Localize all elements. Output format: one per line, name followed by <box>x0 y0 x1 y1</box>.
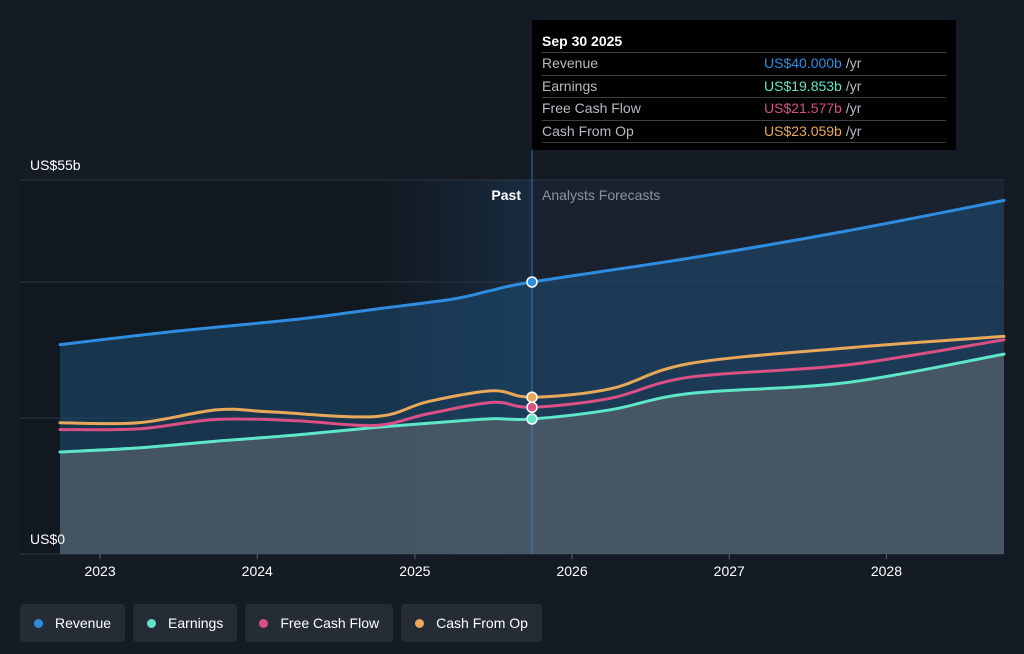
y-axis-bottom-label: US$0 <box>30 531 66 547</box>
tooltip-unit: /yr <box>845 77 862 94</box>
legend-label: Earnings <box>168 615 224 631</box>
legend-item-revenue[interactable]: Revenue <box>20 604 126 642</box>
tooltip-value: US$21.577b <box>764 100 842 116</box>
tooltip-label: Free Cash Flow <box>542 100 641 116</box>
tooltip-label: Earnings <box>542 77 598 94</box>
cash-from-op-highlight-point <box>526 391 538 403</box>
forecast-label: Analysts Forecasts <box>542 187 660 203</box>
legend-item-free-cash-flow[interactable]: Free Cash Flow <box>245 604 394 642</box>
legend-item-cash-from-op[interactable]: Cash From Op <box>401 604 542 642</box>
revenue-line <box>58 198 1006 347</box>
revenue-highlight-point <box>526 276 538 288</box>
legend-label: Revenue <box>55 615 112 631</box>
chart-canvas: Past Analysts Forecasts 2023 2024 2025 2026… <box>20 150 1006 579</box>
tooltip-row-earnings: Earnings US$19.853b /yr <box>542 74 946 98</box>
tooltip-unit: /yr <box>845 100 862 116</box>
free-cash-flow-highlight-point <box>526 401 538 414</box>
tooltip-value: US$23.059b <box>764 122 842 139</box>
tooltip: Sep 30 2025 Revenue US$40.000b /yr Earni… <box>532 20 956 150</box>
legend-label: Cash From Op <box>436 615 528 631</box>
tooltip-date: Sep 30 2025 <box>542 33 623 49</box>
legend-dot-icon <box>34 618 43 628</box>
x-tick-label: 2027 <box>714 563 745 579</box>
past-label: Past <box>491 187 521 203</box>
earnings-line <box>58 352 1006 454</box>
x-tick-label: 2023 <box>84 563 115 579</box>
legend-dot-icon <box>147 618 157 628</box>
free-cash-flow-line <box>58 338 1006 432</box>
tooltip-label: Revenue <box>542 55 599 71</box>
x-tick-label: 2026 <box>556 563 587 579</box>
tooltip-row-cash-from-op: Cash From Op US$23.059b /yr <box>542 119 946 143</box>
earnings-highlight-point <box>526 413 538 425</box>
legend: Revenue Earnings Free Cash Flow Cash Fro… <box>20 604 542 642</box>
x-tick-label: 2024 <box>242 563 273 579</box>
tooltip-value: US$40.000b <box>764 55 842 71</box>
tooltip-row-revenue: Revenue US$40.000b /yr <box>542 52 946 75</box>
legend-item-earnings[interactable]: Earnings <box>133 604 238 642</box>
tooltip-label: Cash From Op <box>542 122 634 139</box>
cash-from-op-line <box>58 334 1006 426</box>
x-tick-label: 2025 <box>399 563 430 579</box>
legend-label: Free Cash Flow <box>280 615 380 631</box>
legend-dot-icon <box>415 618 425 628</box>
tooltip-unit: /yr <box>845 55 862 71</box>
tooltip-unit: /yr <box>845 122 862 139</box>
tooltip-value: US$19.853b <box>764 77 842 94</box>
tooltip-row-free-cash-flow: Free Cash Flow US$21.577b /yr <box>542 97 946 120</box>
x-tick-label: 2028 <box>871 563 902 579</box>
y-axis-top-label: US$55b <box>30 157 81 173</box>
legend-dot-icon <box>259 618 269 628</box>
